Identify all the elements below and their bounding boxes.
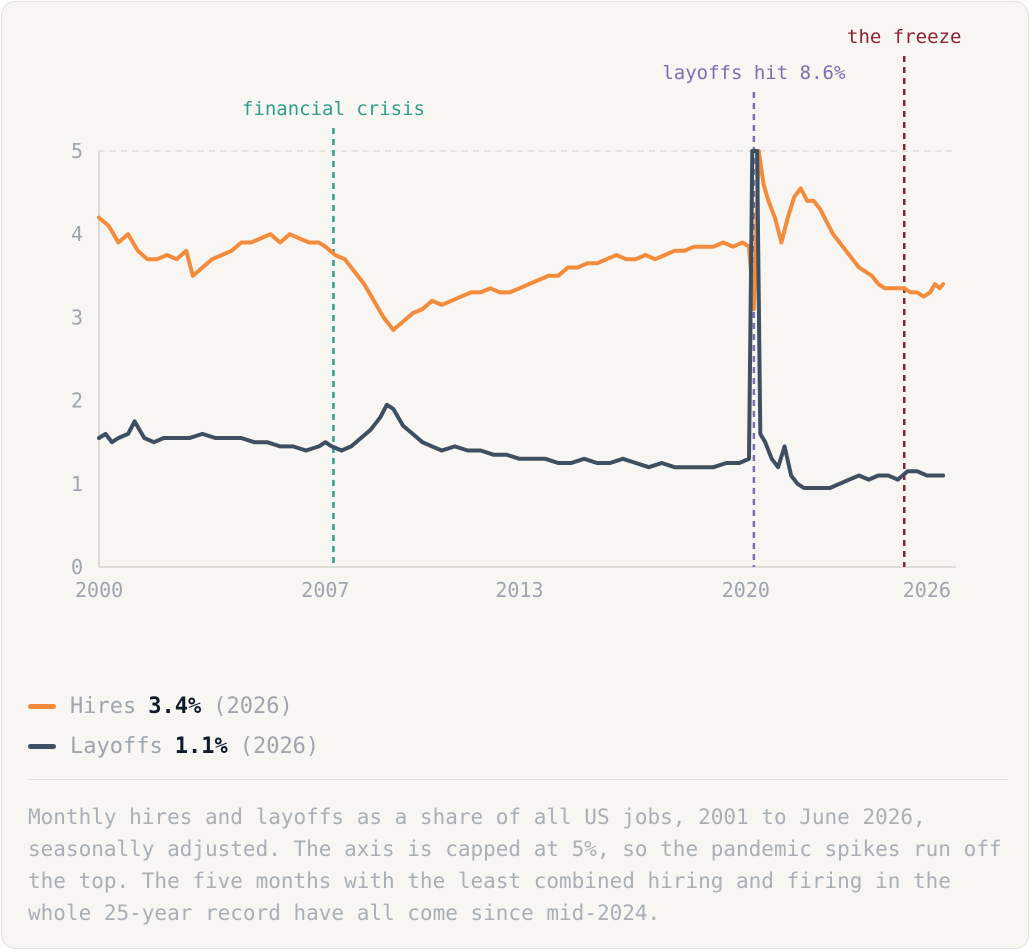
divider — [28, 779, 1008, 780]
y-tick-label: 0 — [71, 555, 83, 579]
y-tick-label: 4 — [71, 222, 83, 246]
legend-swatch-layoffs — [28, 743, 56, 749]
legend-value-layoffs: 1.1% — [174, 733, 228, 759]
legend-label-hires: Hires — [70, 693, 137, 719]
x-tick-label: 2020 — [722, 578, 770, 602]
legend-swatch-hires — [28, 703, 56, 709]
x-tick-label: 2000 — [75, 578, 123, 602]
line-chart: 0 1 2 3 4 5 2000 2007 2013 2020 2026 financial cri… — [71, 26, 961, 602]
legend-item-layoffs: Layoffs 1.1% (2026) — [28, 726, 319, 766]
series-line-layoffs — [97, 149, 946, 490]
series-line-hires — [97, 149, 946, 332]
legend-suffix-hires: (2026) — [213, 693, 293, 719]
legend-item-hires: Hires 3.4% (2026) — [28, 686, 319, 726]
y-tick-label: 1 — [71, 472, 83, 496]
annotation-label: the freeze — [847, 26, 961, 48]
y-tick-label: 2 — [71, 389, 83, 413]
annotations: financial crisis layoffs hit 8.6%the free… — [242, 26, 961, 567]
annotation-label: financial crisis — [242, 98, 425, 120]
legend-label-layoffs: Layoffs — [70, 733, 163, 759]
chart-caption: Monthly hires and layoffs as a share of … — [28, 805, 1002, 925]
series-lines — [97, 149, 946, 490]
axes: 0 1 2 3 4 5 2000 2007 2013 2020 2026 — [71, 139, 956, 602]
y-tick-label: 5 — [71, 139, 83, 163]
y-tick-label: 3 — [71, 305, 83, 329]
legend-suffix-layoffs: (2026) — [239, 733, 320, 759]
legend: Hires 3.4% (2026) Layoffs 1.1% (2026) — [28, 686, 319, 766]
x-tick-label: 2026 — [903, 578, 951, 602]
annotation-label: layoffs hit 8.6% — [662, 62, 846, 84]
x-tick-label: 2007 — [301, 578, 349, 602]
x-tick-label: 2013 — [495, 578, 543, 602]
legend-value-hires: 3.4% — [148, 693, 202, 719]
